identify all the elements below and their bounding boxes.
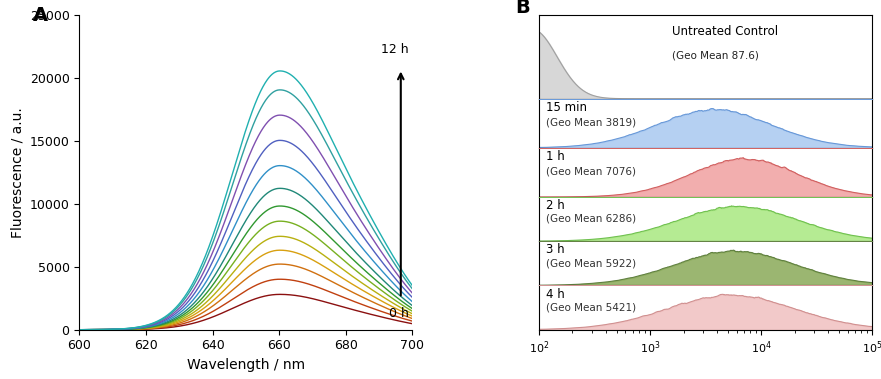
Text: (Geo Mean 7076): (Geo Mean 7076) (545, 166, 636, 177)
Text: (Geo Mean 5421): (Geo Mean 5421) (545, 302, 636, 312)
Text: 15 min: 15 min (545, 101, 587, 114)
Y-axis label: Fluorescence / a.u.: Fluorescence / a.u. (11, 107, 24, 238)
Text: 0 h: 0 h (389, 307, 409, 320)
Text: 1 h: 1 h (545, 150, 565, 163)
Text: 3 h: 3 h (545, 243, 565, 257)
Text: (Geo Mean 5922): (Geo Mean 5922) (545, 258, 636, 268)
Text: (Geo Mean 87.6): (Geo Mean 87.6) (672, 50, 759, 60)
Text: (Geo Mean 6286): (Geo Mean 6286) (545, 214, 636, 224)
X-axis label: Wavelength / nm: Wavelength / nm (187, 358, 305, 372)
Text: B: B (515, 0, 530, 17)
Text: 12 h: 12 h (381, 43, 409, 56)
Text: Untreated Control: Untreated Control (672, 25, 779, 38)
Text: (Geo Mean 3819): (Geo Mean 3819) (545, 117, 636, 127)
Text: 2 h: 2 h (545, 199, 565, 212)
Text: 4 h: 4 h (545, 288, 565, 301)
Text: A: A (33, 6, 48, 25)
